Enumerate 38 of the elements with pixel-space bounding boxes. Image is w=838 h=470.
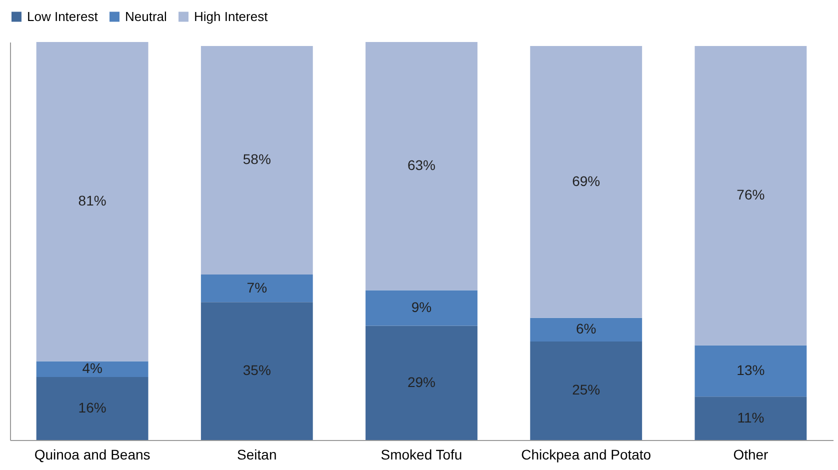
bar <box>530 341 642 440</box>
data-label: 76% <box>736 186 765 203</box>
bar <box>200 274 313 302</box>
data-label: 16% <box>78 399 106 416</box>
data-label: 63% <box>407 157 436 174</box>
bar <box>694 46 807 346</box>
x-tick-label: Quinoa and Beans <box>34 446 150 462</box>
legend-label: Low Interest <box>27 8 98 24</box>
bar <box>530 46 642 318</box>
legend-label: Neutral <box>125 8 168 24</box>
bar <box>694 345 807 397</box>
bar <box>36 42 148 362</box>
data-label: 7% <box>246 279 268 296</box>
bar <box>200 302 313 440</box>
x-tick-label: Seitan <box>237 446 277 462</box>
bar <box>36 361 148 377</box>
data-label: 69% <box>572 172 600 189</box>
data-label: 58% <box>242 151 271 168</box>
data-label: 4% <box>82 360 102 376</box>
data-label: 35% <box>242 362 271 378</box>
data-label: 29% <box>407 374 436 390</box>
bar <box>200 46 313 274</box>
x-tick-label: Smoked Tofu <box>380 446 462 462</box>
data-label: 81% <box>78 192 106 209</box>
data-label: 13% <box>736 362 765 378</box>
data-label: 9% <box>411 298 432 315</box>
bar <box>530 318 642 342</box>
data-label: 25% <box>572 382 600 398</box>
legend-label: High Interest <box>194 8 268 24</box>
data-label: 6% <box>576 320 596 337</box>
data-label: 11% <box>737 409 764 426</box>
bar <box>366 290 478 326</box>
bar <box>366 42 478 290</box>
x-tick-label: Chickpea and Potato <box>521 446 652 462</box>
bar <box>36 376 148 440</box>
bar <box>366 326 478 440</box>
bar <box>694 396 807 440</box>
x-tick-label: Other <box>733 446 769 462</box>
